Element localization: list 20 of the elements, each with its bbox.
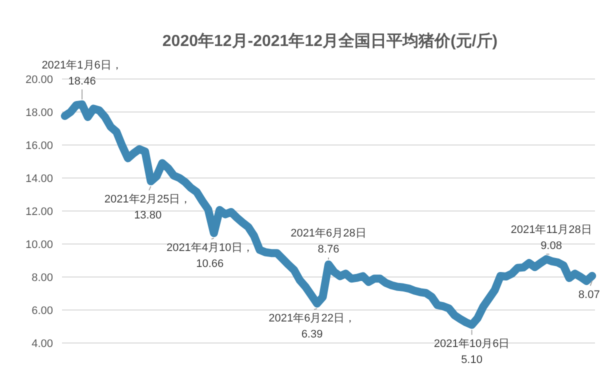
annotation: 2021年2月25日， 13.80 <box>104 193 192 222</box>
annotation: 2021年6月22日， 6.39 <box>268 308 356 341</box>
annotation: 2021年11月28日 9.08 <box>510 224 592 255</box>
chart-title: 2020年12月-2021年12月全国日平均猪价(元/斤) <box>162 32 498 50</box>
annotation: 8.07 <box>578 280 600 301</box>
y-tick-label: 10.00 <box>25 239 53 251</box>
y-tick-label: 8.00 <box>32 272 53 284</box>
annotation: 2021年4月10日， 10.66 <box>166 238 254 270</box>
annotation: 2021年6月28日 8.76 <box>290 227 366 260</box>
y-tick-label: 18.00 <box>25 107 53 119</box>
y-tick-label: 14.00 <box>25 173 53 185</box>
y-tick-label: 4.00 <box>32 338 53 350</box>
y-tick-label: 6.00 <box>32 305 53 317</box>
annotation: 2021年2月25日， 13.80 <box>104 186 192 222</box>
y-tick-label: 20.00 <box>25 74 53 86</box>
y-tick-label: 16.00 <box>25 140 53 152</box>
annotation: 8.07 <box>578 288 600 301</box>
annotation: 2021年10月6日 5.10 <box>434 338 510 366</box>
annotation: 2021年10月6日 5.10 <box>434 329 510 366</box>
y-tick-label: 12.00 <box>25 206 53 218</box>
